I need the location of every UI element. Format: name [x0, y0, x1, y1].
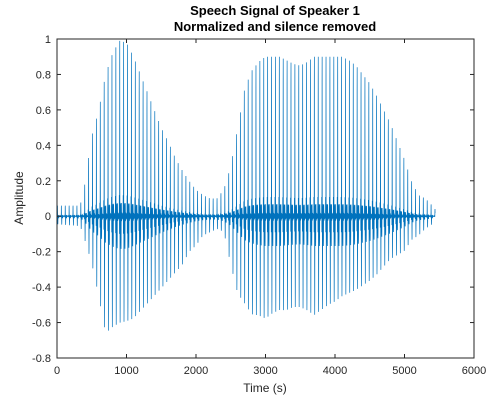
x-tick-label: 1000 [114, 365, 138, 377]
y-tick-label: -0.2 [32, 247, 51, 259]
y-tick-label: -0.6 [32, 318, 51, 330]
chart-title: Speech Signal of Speaker 1 [190, 3, 360, 18]
y-tick-label: 0.8 [36, 69, 51, 81]
x-tick-label: 6000 [462, 365, 486, 377]
y-tick-label: 0.2 [36, 176, 51, 188]
x-tick-label: 4000 [323, 365, 347, 377]
x-tick-label: 3000 [253, 365, 277, 377]
y-tick-label: 0.4 [36, 140, 51, 152]
y-tick-label: 1 [45, 34, 51, 46]
y-tick-label: 0 [45, 211, 51, 223]
y-tick-label: -0.8 [32, 353, 51, 365]
y-tick-label: 0.6 [36, 105, 51, 117]
chart-subtitle: Normalized and silence removed [174, 19, 376, 34]
y-tick-label: -0.4 [32, 282, 51, 294]
x-axis-label: Time (s) [243, 381, 287, 395]
y-axis-label: Amplitude [12, 171, 26, 225]
x-tick-label: 5000 [392, 365, 416, 377]
x-tick-label: 0 [54, 365, 60, 377]
x-tick-label: 2000 [184, 365, 208, 377]
